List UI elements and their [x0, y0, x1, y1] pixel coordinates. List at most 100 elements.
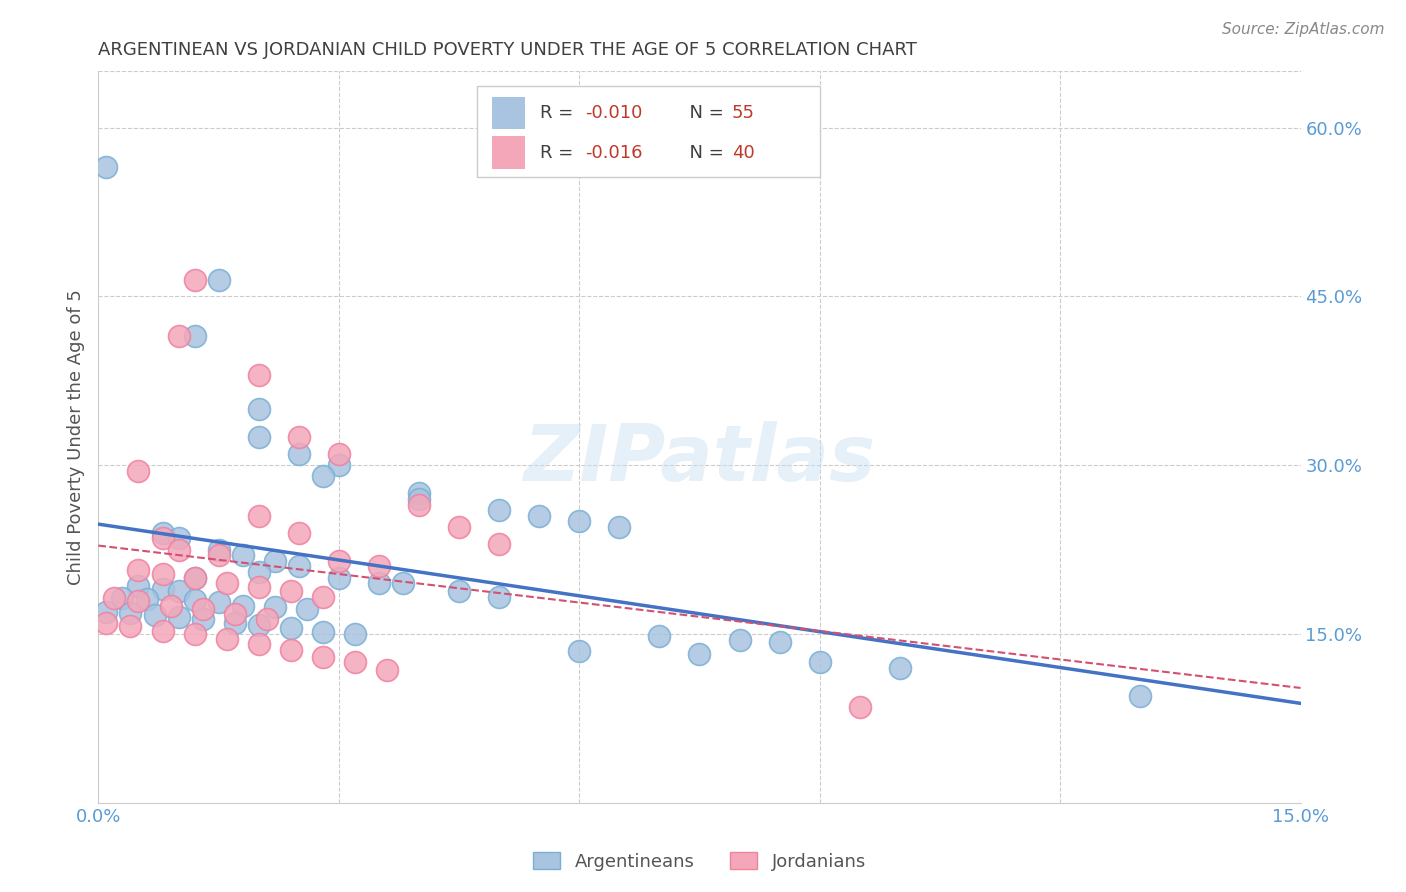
Text: 40: 40	[733, 144, 755, 161]
Point	[280, 584, 302, 599]
Point	[368, 576, 391, 591]
Point	[568, 644, 591, 658]
Point	[295, 602, 318, 616]
Point	[167, 328, 190, 343]
Point	[135, 592, 157, 607]
Point	[167, 610, 190, 624]
Point	[849, 700, 872, 714]
Point	[111, 591, 134, 605]
Point	[447, 584, 470, 599]
Point	[689, 647, 711, 661]
Y-axis label: Child Poverty Under the Age of 5: Child Poverty Under the Age of 5	[66, 289, 84, 585]
Point	[488, 590, 510, 604]
Point	[208, 595, 231, 609]
Point	[152, 582, 174, 596]
Point	[183, 571, 205, 585]
Point	[183, 593, 205, 607]
Point	[128, 579, 150, 593]
Text: N =: N =	[678, 144, 730, 161]
Point	[247, 401, 270, 416]
Point	[529, 508, 551, 523]
Point	[247, 637, 270, 651]
Point	[143, 607, 166, 622]
Point	[328, 571, 350, 585]
Point	[256, 612, 278, 626]
Point	[312, 469, 335, 483]
Point	[488, 503, 510, 517]
Point	[183, 272, 205, 286]
FancyBboxPatch shape	[477, 86, 820, 178]
Point	[232, 599, 254, 613]
Point	[375, 663, 398, 677]
Point	[208, 272, 231, 286]
Point	[96, 160, 118, 174]
Text: ZIPatlas: ZIPatlas	[523, 421, 876, 497]
Point	[328, 554, 350, 568]
Point	[312, 590, 335, 604]
Point	[280, 621, 302, 635]
Text: 55: 55	[733, 104, 755, 122]
Point	[215, 576, 238, 591]
Point	[152, 567, 174, 582]
Point	[368, 559, 391, 574]
Point	[392, 576, 415, 591]
Point	[889, 661, 911, 675]
Point	[808, 655, 831, 669]
Point	[208, 548, 231, 562]
Point	[288, 447, 311, 461]
Point	[183, 627, 205, 641]
Point	[648, 629, 671, 643]
Point	[343, 655, 366, 669]
Point	[312, 624, 335, 639]
Point	[152, 624, 174, 638]
Text: N =: N =	[678, 104, 730, 122]
Point	[488, 537, 510, 551]
FancyBboxPatch shape	[492, 136, 526, 169]
Point	[288, 559, 311, 574]
Point	[247, 580, 270, 594]
Point	[247, 368, 270, 383]
Text: Source: ZipAtlas.com: Source: ZipAtlas.com	[1222, 22, 1385, 37]
Point	[191, 602, 214, 616]
Point	[769, 635, 792, 649]
Point	[328, 447, 350, 461]
Point	[208, 542, 231, 557]
Point	[128, 594, 150, 608]
Text: -0.016: -0.016	[585, 144, 643, 161]
Point	[167, 532, 190, 546]
Point	[263, 554, 285, 568]
Point	[288, 525, 311, 540]
Point	[408, 486, 430, 500]
Point	[728, 632, 751, 647]
Point	[96, 605, 118, 619]
Point	[328, 458, 350, 473]
Point	[224, 615, 246, 630]
Text: -0.010: -0.010	[585, 104, 643, 122]
Text: ARGENTINEAN VS JORDANIAN CHILD POVERTY UNDER THE AGE OF 5 CORRELATION CHART: ARGENTINEAN VS JORDANIAN CHILD POVERTY U…	[98, 41, 917, 59]
Legend: Argentineans, Jordanians: Argentineans, Jordanians	[526, 846, 873, 878]
Point	[128, 464, 150, 478]
Point	[120, 619, 142, 633]
Point	[128, 563, 150, 577]
Point	[96, 615, 118, 630]
Point	[408, 498, 430, 512]
Point	[167, 542, 190, 557]
Point	[1129, 689, 1152, 703]
FancyBboxPatch shape	[492, 97, 526, 129]
Point	[568, 515, 591, 529]
Point	[152, 525, 174, 540]
Point	[288, 430, 311, 444]
Point	[247, 565, 270, 579]
Point	[408, 491, 430, 506]
Point	[167, 584, 190, 599]
Point	[343, 627, 366, 641]
Point	[280, 642, 302, 657]
Point	[183, 571, 205, 585]
Point	[152, 532, 174, 546]
Point	[215, 632, 238, 646]
Text: R =: R =	[540, 104, 579, 122]
Text: R =: R =	[540, 144, 579, 161]
Point	[224, 607, 246, 621]
Point	[191, 612, 214, 626]
Point	[447, 520, 470, 534]
